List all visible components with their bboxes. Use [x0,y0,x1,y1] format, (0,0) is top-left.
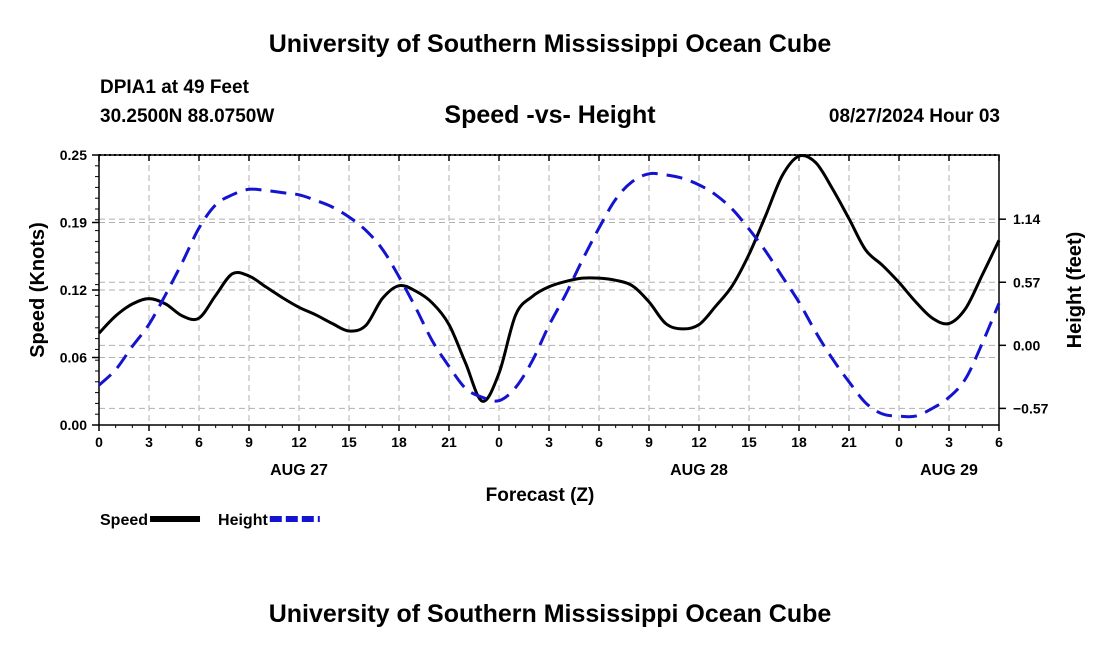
forecast-datetime: 08/27/2024 Hour 03 [828,106,1000,127]
legend-label-speed: Speed [100,512,148,529]
x-tick-label: 12 [291,434,307,450]
x-tick-label: 15 [741,434,757,450]
x-tick-label: 6 [595,434,603,450]
x-tick-label: 21 [441,434,457,450]
legend-label-height: Height [218,512,268,529]
chart-subtitle: Speed -vs- Height [444,101,656,129]
x-tick-label: 9 [245,434,253,450]
x-tick-label: 0 [95,434,103,450]
date-label: AUG 27 [270,462,328,479]
y-tick-label: 0.12 [60,282,87,298]
x-tick-label: 6 [195,434,203,450]
series-line-speed [97,153,1001,403]
x-tick-label: 18 [391,434,407,450]
x-axis-title: Forecast (Z) [486,485,595,506]
x-tick-label: 12 [691,434,707,450]
x-tick-label: 3 [545,434,553,450]
y2-tick-label: −0.57 [1013,400,1049,416]
date-label: AUG 29 [920,462,978,479]
x-tick-label: 9 [645,434,653,450]
station-coordinates: 30.2500N 88.0750W [100,106,275,127]
footer-title: University of Southern Mississippi Ocean… [268,600,832,628]
page-title: University of Southern Mississippi Ocean… [268,30,832,58]
x-tick-label: 6 [995,434,1003,450]
x-tick-label: 18 [791,434,807,450]
y2-tick-label: 1.14 [1013,211,1040,227]
x-tick-label: 21 [841,434,857,450]
x-tick-label: 15 [341,434,357,450]
series-line-height [97,171,1001,419]
x-tick-label: 0 [895,434,903,450]
x-tick-label: 3 [945,434,953,450]
y2-tick-label: 0.57 [1013,274,1040,290]
station-label: DPIA1 at 49 Feet [100,77,249,98]
x-tick-label: 3 [145,434,153,450]
y-tick-label: 0.25 [60,147,87,163]
date-label: AUG 28 [670,462,728,479]
x-tick-label: 0 [495,434,503,450]
y-tick-label: 0.06 [60,350,87,366]
y2-tick-label: 0.00 [1013,337,1040,353]
y2-axis-title: Height (feet) [1064,232,1086,349]
y-tick-label: 0.00 [60,417,87,433]
y-tick-label: 0.19 [60,215,87,231]
y-axis-title: Speed (Knots) [27,222,49,358]
